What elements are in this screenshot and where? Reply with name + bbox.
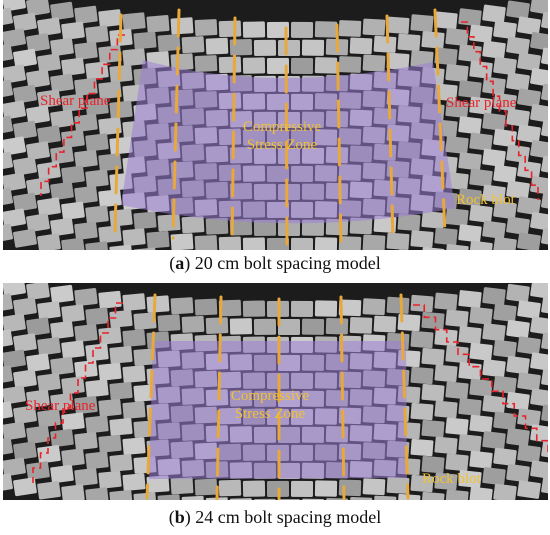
rock-bolt-label: Rock blot [456,192,515,208]
compressive-zone-label: Compressive Stress Zone [215,387,325,423]
shear-plane-label-left: Shear plane [40,93,111,109]
zone-line-2: Stress Zone [234,406,306,422]
compressive-zone-label: Compressive Stress Zone [227,118,337,154]
caption-a: (a) 20 cm bolt spacing model [169,253,381,273]
model-photo-b-image [3,283,548,500]
model-photo-a: Shear plane Shear plane Compressive Stre… [3,0,548,250]
zone-line-1: Compressive [230,388,310,404]
caption-text: 24 cm bolt spacing model [195,507,382,527]
caption-letter: b [174,507,185,527]
caption-b: (b) 24 cm bolt spacing model [168,507,382,527]
zone-line-2: Stress Zone [246,137,318,153]
caption-letter: a [175,253,185,273]
caption-text: 20 cm bolt spacing model [194,253,381,273]
rock-bolt-label: Rock blot [422,471,481,487]
shear-plane-label-left: Shear plane [25,398,96,414]
model-photo-b: Shear plane Compressive Stress Zone Rock… [3,283,548,500]
shear-plane-label-right: Shear plane [446,95,517,111]
zone-line-1: Compressive [242,119,322,135]
model-photo-a-image [3,0,548,250]
